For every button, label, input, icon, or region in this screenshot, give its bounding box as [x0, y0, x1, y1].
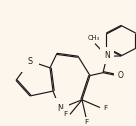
- Text: F: F: [63, 111, 67, 117]
- Text: F: F: [103, 105, 107, 111]
- Text: S: S: [27, 57, 33, 66]
- Text: CH₃: CH₃: [88, 35, 100, 41]
- Text: N: N: [104, 51, 110, 60]
- Text: O: O: [118, 71, 123, 80]
- Text: F: F: [84, 119, 88, 125]
- Text: N: N: [57, 104, 63, 113]
